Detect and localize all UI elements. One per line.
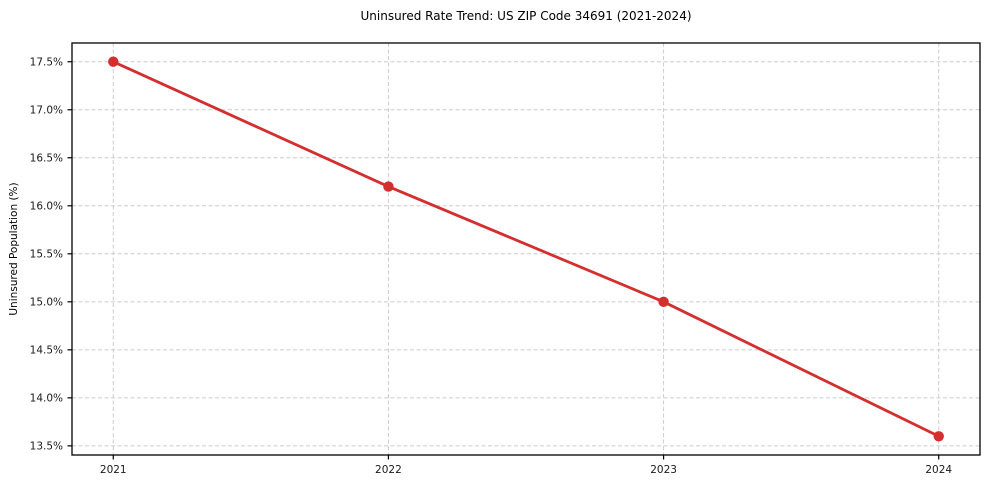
y-tick-label: 17.0% [30, 105, 63, 117]
y-tick-label: 13.5% [30, 441, 63, 453]
y-tick-label: 16.0% [30, 201, 63, 213]
data-point-marker [933, 431, 944, 442]
y-tick-label: 14.5% [30, 345, 63, 357]
y-tick-label: 15.0% [30, 297, 63, 309]
y-tick-label: 17.5% [30, 57, 63, 69]
trend-line [111, 60, 941, 438]
y-tick-label: 16.5% [30, 153, 63, 165]
data-point-marker [383, 181, 394, 192]
y-tick-label: 15.5% [30, 249, 63, 261]
data-point-marker [108, 56, 119, 67]
x-tick-label: 2023 [650, 464, 677, 476]
x-tick-label: 2024 [925, 464, 952, 476]
x-tick-label: 2022 [375, 464, 402, 476]
y-tick-label: 14.0% [30, 393, 63, 405]
chart-title: Uninsured Rate Trend: US ZIP Code 34691 … [360, 9, 692, 23]
plot-border [71, 42, 981, 456]
x-tick-label: 2021 [100, 464, 127, 476]
data-point-marker [658, 296, 669, 308]
